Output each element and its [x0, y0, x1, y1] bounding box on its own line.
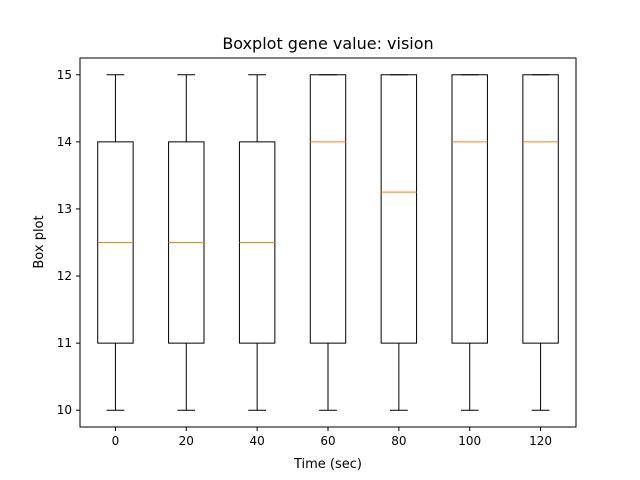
box-group-40 [238, 74, 276, 411]
y-axis-label: Box plot [32, 215, 47, 268]
y-tick-label: 15 [57, 68, 72, 82]
y-tick-label: 11 [57, 336, 72, 350]
x-tick-label: 20 [179, 434, 194, 448]
x-tick-label: 40 [250, 434, 265, 448]
x-tick-label: 100 [458, 434, 481, 448]
box-group-60 [309, 74, 347, 411]
box [380, 74, 418, 344]
box-group-100 [451, 74, 488, 411]
y-tick-label: 10 [57, 403, 72, 417]
y-tick-label: 14 [57, 135, 72, 149]
box-group-120 [522, 74, 559, 411]
x-axis-label: Time (sec) [293, 457, 362, 472]
plot-marks [97, 74, 559, 411]
x-tick-label: 120 [529, 434, 552, 448]
y-tick-label: 13 [57, 202, 72, 216]
chart-title: Boxplot gene value: vision [222, 34, 433, 53]
box-group-0 [97, 74, 134, 411]
plot-frame [79, 57, 577, 428]
x-tick-label: 60 [320, 434, 335, 448]
y-tick-label: 12 [57, 269, 72, 283]
x-tick-label: 80 [391, 434, 406, 448]
box [451, 74, 488, 344]
x-tick-label: 0 [112, 434, 120, 448]
box-group-20 [168, 74, 205, 411]
box [309, 74, 347, 344]
box-group-80 [380, 74, 418, 411]
axes: 0 20 40 60 80 100 120 10 11 12 13 14 15 [57, 68, 552, 448]
box [522, 74, 559, 344]
